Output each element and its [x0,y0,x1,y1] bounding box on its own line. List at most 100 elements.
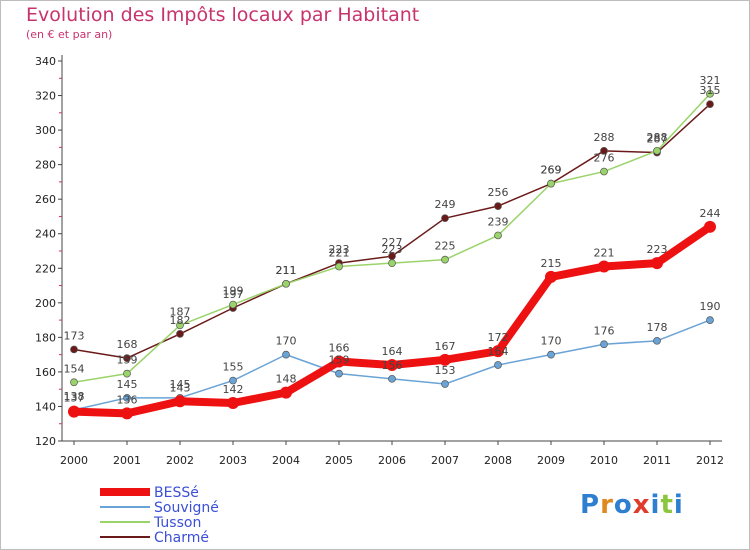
data-label: 143 [170,381,191,394]
y-tick-label: 280 [35,159,56,172]
data-label: 164 [382,345,403,358]
data-point [441,214,449,223]
data-label: 138 [64,390,85,403]
data-label: 173 [64,329,85,342]
logo-letter: r [600,490,614,520]
data-point [176,321,184,330]
legend-label: Charmé [154,530,209,546]
legend-label: Souvigné [154,500,219,516]
x-tick-label: 2001 [113,454,141,467]
axes: 120 140 160 180 200 220 240 260 280 300 320 340 2000… [35,55,724,467]
data-label: 288 [594,131,615,144]
data-label: 223 [329,243,350,256]
data-label: 142 [223,383,244,396]
data-label: 170 [541,335,562,348]
data-label: 276 [594,152,615,165]
data-label: 211 [276,264,297,277]
data-label: 176 [594,324,615,337]
y-tick-label: 120 [35,435,56,448]
logo-letter: x [632,490,651,520]
data-point [282,350,290,359]
data-label: 199 [223,285,244,298]
data-point [441,255,449,264]
y-tick-label: 300 [35,124,56,137]
data-point [651,257,663,270]
data-label: 137 [64,392,85,405]
logo-letter: i [650,490,661,520]
data-label: 249 [435,198,456,211]
data-label: 215 [541,257,562,270]
data-point [229,300,237,309]
data-point [227,397,239,409]
data-label: 256 [488,186,509,199]
data-point [494,202,502,210]
x-tick-label: 2005 [325,454,353,467]
x-tick-label: 2000 [60,454,88,467]
data-label: 244 [700,207,721,220]
x-tick-label: 2003 [219,454,247,467]
data-label: 172 [488,331,509,344]
y-tick-label: 140 [35,400,56,413]
x-tick-label: 2002 [166,454,194,467]
x-tick-label: 2004 [272,454,300,467]
logo-letter: t [660,490,674,520]
data-label: 167 [435,340,456,353]
data-label: 315 [700,84,721,97]
y-tick-label: 180 [35,331,56,344]
logo-letter: o [613,490,633,520]
legend-label: BESSé [154,485,199,501]
data-point [123,393,131,402]
data-point [600,146,608,155]
data-point [600,340,608,349]
y-tick-label: 220 [35,262,56,275]
data-point [388,374,396,383]
data-point [176,330,184,338]
data-label: 178 [647,321,668,334]
data-point [335,262,343,271]
data-point [282,279,290,288]
data-label: 168 [117,338,138,351]
data-point [494,231,502,240]
data-point [547,179,555,188]
data-point [706,100,714,109]
data-point [706,89,714,98]
y-tick-label: 200 [35,297,56,310]
chart-title: Evolution des Impôts locaux par Habitant [26,4,420,26]
x-tick-label: 2010 [590,454,618,467]
x-tick-label: 2009 [537,454,565,467]
data-point [492,345,504,358]
data-label: 159 [329,354,350,367]
data-point [704,220,716,233]
data-point [121,407,133,420]
data-point [547,350,555,359]
data-label: 153 [435,364,456,377]
series-layer [68,89,716,420]
data-label: 288 [647,131,668,144]
data-label: 197 [223,288,244,301]
data-point [653,336,661,345]
data-point [494,361,502,369]
data-label: 227 [382,236,403,249]
x-tick-label: 2011 [643,454,671,467]
data-point [600,167,608,176]
data-label: 211 [276,264,297,277]
proxiti-logo: Proxiti [580,490,684,520]
data-point [653,146,661,155]
data-point [70,378,78,387]
data-label: 164 [488,345,509,358]
data-label: 187 [170,305,191,318]
x-tick-label: 2006 [378,454,406,467]
data-point [386,359,398,371]
data-label: 166 [329,342,350,355]
y-tick-label: 340 [35,55,56,68]
logo-letter: P [580,490,601,520]
data-label: 156 [382,359,403,372]
data-point [706,316,714,324]
data-label: 287 [647,133,668,146]
data-label: 225 [435,240,456,253]
data-point [441,380,449,388]
data-label: 223 [647,243,668,256]
